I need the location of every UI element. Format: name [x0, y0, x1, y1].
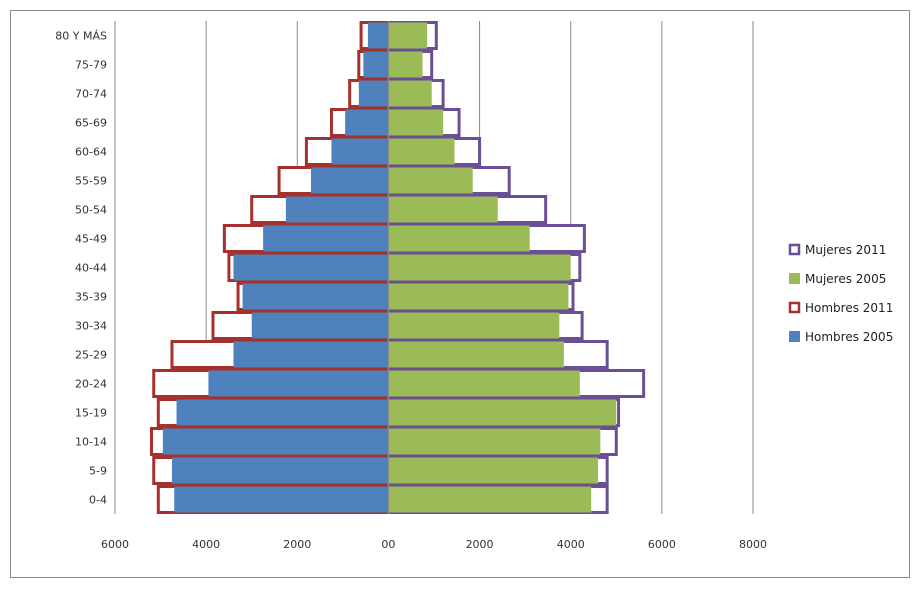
category-label: 0-4	[89, 494, 107, 507]
x-tick-label: 2000	[466, 538, 494, 551]
bar-hombres-2005	[251, 312, 389, 339]
bar-hombres-2005	[208, 370, 389, 397]
legend-label: Hombres 2005	[805, 330, 893, 344]
bar-mujeres-2005	[388, 254, 571, 281]
bar-mujeres-2005	[388, 312, 560, 339]
bar-mujeres-2005	[388, 486, 592, 513]
legend-swatch	[789, 331, 800, 342]
bar-mujeres-2005	[388, 428, 601, 455]
legend-label: Mujeres 2011	[805, 243, 886, 257]
bar-mujeres-2005	[388, 283, 569, 310]
bar-mujeres-2005	[388, 138, 455, 165]
bar-mujeres-2005	[388, 370, 580, 397]
bar-mujeres-2005	[388, 22, 428, 49]
legend-label: Hombres 2011	[805, 301, 893, 315]
population-pyramid-chart: 0-4 5-9 10-14 15-19 20-24 25-29 30-34 35-39 40-4…	[55, 21, 893, 551]
bar-hombres-2005	[174, 486, 389, 513]
bar-mujeres-2005	[388, 457, 599, 484]
bar-hombres-2005	[363, 51, 389, 78]
category-label: 65-69	[75, 117, 107, 130]
legend-swatch	[788, 301, 801, 314]
bar-hombres-2005	[310, 167, 389, 194]
bar-mujeres-2005	[388, 109, 444, 136]
x-tick-labels: 6000 4000 2000 00 2000 4000 6000 8000	[101, 538, 767, 551]
category-label: 10-14	[75, 436, 107, 449]
category-label: 25-29	[75, 349, 107, 362]
legend-label: Mujeres 2005	[805, 272, 886, 286]
x-tick-label: 4000	[557, 538, 585, 551]
bar-mujeres-2005	[388, 51, 423, 78]
bar-hombres-2005	[263, 225, 389, 252]
category-label: 55-59	[75, 175, 107, 188]
category-label: 60-64	[75, 146, 107, 159]
legend-swatch	[789, 273, 800, 284]
bar-hombres-2005	[233, 341, 389, 368]
bar-hombres-2005	[242, 283, 389, 310]
x-tick-label: 8000	[739, 538, 767, 551]
x-tick-label: 2000	[283, 538, 311, 551]
bars	[149, 21, 646, 514]
category-label: 15-19	[75, 407, 107, 420]
category-label: 30-34	[75, 320, 107, 333]
category-label: 50-54	[75, 204, 107, 217]
bar-mujeres-2005	[388, 341, 564, 368]
bar-hombres-2005	[285, 196, 389, 223]
category-label: 70-74	[75, 88, 107, 101]
bar-mujeres-2005	[388, 225, 530, 252]
bar-hombres-2005	[345, 109, 389, 136]
x-tick-label: 00	[381, 538, 395, 551]
x-tick-label: 6000	[648, 538, 676, 551]
category-label: 5-9	[89, 465, 107, 478]
chart-frame: 0-4 5-9 10-14 15-19 20-24 25-29 30-34 35-39 40-4…	[10, 10, 910, 578]
category-label: 75-79	[75, 59, 107, 72]
bar-mujeres-2005	[388, 167, 473, 194]
bar-hombres-2005	[331, 138, 389, 165]
x-tick-label: 4000	[192, 538, 220, 551]
bar-mujeres-2005	[388, 399, 617, 426]
bar-hombres-2005	[233, 254, 389, 281]
category-labels: 0-4 5-9 10-14 15-19 20-24 25-29 30-34 35-39 40-4…	[55, 30, 107, 507]
category-label: 40-44	[75, 262, 107, 275]
category-label: 45-49	[75, 233, 107, 246]
bar-hombres-2005	[367, 22, 389, 49]
category-label: 20-24	[75, 378, 107, 391]
category-label: 35-39	[75, 291, 107, 304]
bar-mujeres-2005	[388, 196, 498, 223]
bar-mujeres-2005	[388, 80, 432, 107]
bar-hombres-2005	[171, 457, 389, 484]
category-label: 80 Y MÁS	[55, 30, 107, 43]
bar-hombres-2005	[176, 399, 389, 426]
legend: Mujeres 2011 Mujeres 2005 Hombres 2011 Homb…	[788, 243, 893, 344]
bar-hombres-2005	[358, 80, 389, 107]
legend-swatch	[788, 243, 801, 256]
bar-hombres-2005	[162, 428, 389, 455]
x-tick-label: 6000	[101, 538, 129, 551]
